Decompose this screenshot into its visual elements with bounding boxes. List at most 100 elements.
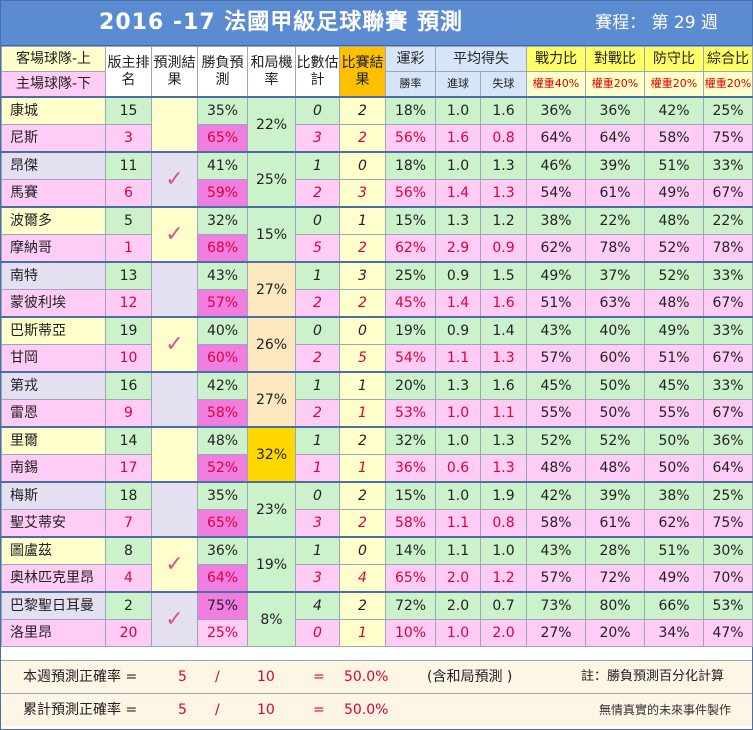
match-result: 3 [339,179,386,208]
avg-goals-for: 2.9 [435,234,481,263]
power-ratio: 43% [526,536,586,565]
overall-ratio: 64% [703,454,753,483]
power-ratio: 42% [526,481,586,510]
rank: 11 [105,151,152,180]
prediction-check [151,96,198,153]
score-estimate: 2 [295,399,340,428]
header-power: 戰力比 [526,46,586,72]
team-name: 南特 [1,261,106,290]
defense-ratio: 45% [644,371,704,400]
team-name: 蒙彼利埃 [1,289,106,318]
table-row: 奧林匹克里昂 4 64% 3 4 65% 2.0 1.2 57% 72% 49% 70% [1,564,753,593]
win-loss-pred: 48% [197,426,248,455]
table-row: 南特 13 43% 27% 1 3 25% 0.9 1.5 49% 37% 52% 33% [1,261,753,318]
header-team-top: 客場球隊-上 [1,46,106,72]
avg-goals-for: 1.0 [435,481,481,510]
avg-goals-for: 1.4 [435,179,481,208]
h2h-ratio: 63% [585,289,645,318]
team-name: 雷恩 [1,399,106,428]
lottery-rate: 72% [385,591,436,620]
win-loss-pred: 65% [197,124,248,153]
power-ratio: 43% [526,316,586,345]
header-overall: 綜合比 [703,46,753,72]
cumul-total: 10 [257,702,275,718]
draw-prob: 25% [247,151,296,208]
weekly-pct: 50.0% [344,669,389,685]
defense-ratio: 50% [644,426,704,455]
draw-prob: 19% [247,536,296,593]
avg-goals-for: 1.0 [435,399,481,428]
win-loss-pred: 41% [197,151,248,180]
overall-ratio: 33% [703,371,753,400]
power-ratio: 49% [526,261,586,290]
overall-ratio: 67% [703,344,753,373]
avg-goals-for: 1.0 [435,151,481,180]
match-result: 2 [339,509,386,538]
win-loss-pred: 35% [197,96,248,125]
match-result: 0 [339,316,386,345]
score-estimate: 1 [295,261,340,290]
score-estimate: 1 [295,151,340,180]
power-ratio: 52% [526,426,586,455]
avg-goals-against: 0.8 [480,509,527,538]
win-loss-pred: 42% [197,371,248,400]
win-loss-pred: 32% [197,206,248,235]
overall-ratio: 75% [703,509,753,538]
rank: 13 [105,261,152,290]
team-name: 圖盧茲 [1,536,106,565]
header-lottery-sub: 勝率 [385,71,436,98]
win-loss-pred: 35% [197,481,248,510]
table-row: 摩納哥 1 68% 5 2 62% 2.9 0.9 62% 78% 52% 78% [1,234,753,263]
score-estimate: 0 [295,316,340,345]
draw-prob: 27% [247,371,296,428]
avg-goals-for: 1.0 [435,96,481,125]
header-power-sub: 權重40% [526,71,586,98]
header-avg-for: 進球 [435,71,481,98]
table-row: 蒙彼利埃 12 57% 2 2 45% 1.4 1.6 51% 63% 48% 67% [1,289,753,318]
avg-goals-against: 1.6 [480,371,527,400]
score-estimate: 2 [295,179,340,208]
defense-ratio: 49% [644,179,704,208]
header-score-est: 比數估計 [295,46,340,98]
prediction-check [151,261,198,318]
score-estimate: 3 [295,509,340,538]
overall-ratio: 36% [703,426,753,455]
credit: 無情真實的未來事件製作 [599,703,732,717]
title-bar: 2016 -17 法國甲級足球聯賽 預測 賽程： 第 29 週 [1,1,752,46]
overall-ratio: 75% [703,124,753,153]
rank: 10 [105,344,152,373]
round-label: 賽程： 第 29 週 [595,13,718,33]
defense-ratio: 38% [644,481,704,510]
h2h-ratio: 80% [585,591,645,620]
defense-ratio: 51% [644,151,704,180]
table-row: 馬賽 6 59% 2 3 56% 1.4 1.3 54% 61% 49% 67% [1,179,753,208]
table-row: 洛里昂 20 25% 0 1 10% 1.0 2.0 27% 20% 34% 47% [1,619,753,647]
match-result: 1 [339,399,386,428]
overall-ratio: 30% [703,536,753,565]
rank: 5 [105,206,152,235]
lottery-rate: 54% [385,344,436,373]
lottery-rate: 15% [385,481,436,510]
rank: 14 [105,426,152,455]
cumul-pct: 50.0% [344,702,389,718]
prediction-check: ✓ [151,151,198,208]
lottery-rate: 18% [385,151,436,180]
avg-goals-against: 1.3 [480,454,527,483]
table-row: 南錫 17 52% 1 1 36% 0.6 1.3 48% 48% 50% 64% [1,454,753,483]
header-avg-against: 失球 [480,71,527,98]
rank: 17 [105,454,152,483]
match-result: 2 [339,481,386,510]
weekly-correct: 5 [178,669,187,685]
win-loss-pred: 60% [197,344,248,373]
score-estimate: 0 [295,96,340,125]
table-row: 聖艾蒂安 7 65% 3 2 58% 1.1 0.8 58% 61% 62% 75% [1,509,753,538]
table-row: 梅斯 18 35% 23% 0 2 15% 1.0 1.9 42% 39% 38% 25% [1,481,753,538]
lottery-rate: 10% [385,619,436,647]
team-name: 巴斯蒂亞 [1,316,106,345]
avg-goals-against: 1.2 [480,564,527,593]
rank: 19 [105,316,152,345]
match-result: 2 [339,426,386,455]
overall-ratio: 67% [703,179,753,208]
overall-ratio: 53% [703,591,753,620]
lottery-rate: 15% [385,206,436,235]
